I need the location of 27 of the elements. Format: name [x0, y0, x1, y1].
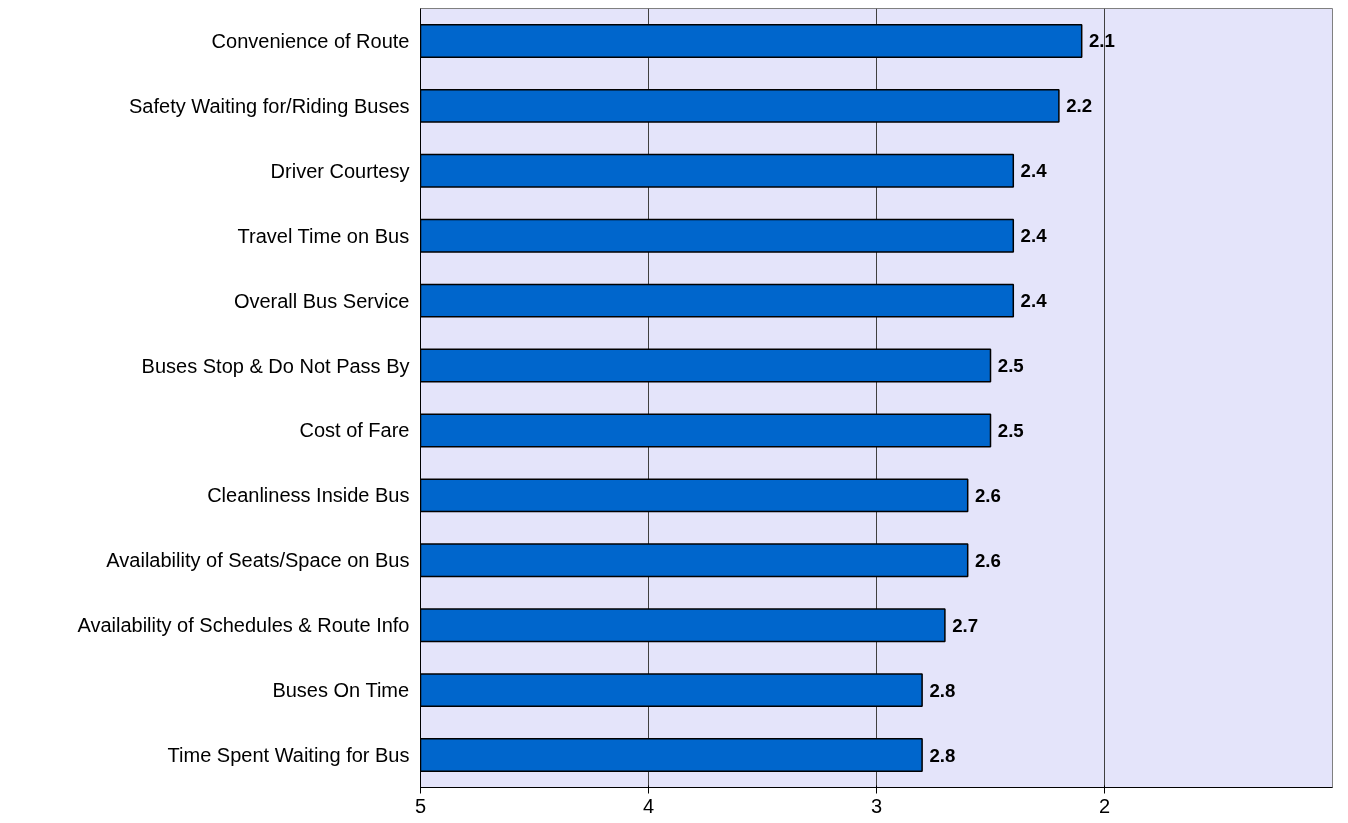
data-label: 2.2: [1066, 95, 1093, 117]
y-tick-label: Cost of Fare: [299, 419, 410, 442]
data-label: 2.6: [975, 549, 1001, 571]
y-tick-label: Time Spent Waiting for Bus: [167, 744, 410, 767]
y-tick-label: Safety Waiting for/Riding Buses: [129, 94, 410, 117]
y-tick-label: Cleanliness Inside Bus: [207, 484, 410, 507]
x-tick-label: 4: [642, 794, 655, 817]
data-label: 2.8: [929, 744, 956, 766]
x-tick-label: 3: [870, 794, 883, 817]
data-label: 2.4: [1020, 225, 1048, 247]
data-label: 2.4: [1020, 290, 1048, 312]
y-tick-label: Convenience of Route: [211, 29, 410, 52]
data-label: 2.5: [997, 355, 1024, 377]
data-label: 2.6: [975, 484, 1001, 506]
data-label: 2.8: [929, 679, 956, 701]
y-tick-label: Buses On Time: [272, 679, 410, 702]
y-tick-label: Availability of Schedules & Route Info: [77, 614, 410, 637]
y-tick-label: Driver Courtesy: [270, 159, 410, 182]
x-tick-label: 5: [414, 794, 427, 817]
x-tick-label: 2: [1098, 794, 1111, 817]
data-label: 2.7: [952, 614, 979, 636]
y-tick-label: Buses Stop & Do Not Pass By: [141, 354, 410, 377]
data-label: 2.4: [1020, 160, 1048, 182]
y-tick-label: Availability of Seats/Space on Bus: [106, 549, 410, 572]
data-label: 2.5: [997, 419, 1024, 441]
y-tick-label: Overall Bus Service: [233, 289, 410, 312]
y-tick-label: Travel Time on Bus: [237, 224, 410, 247]
